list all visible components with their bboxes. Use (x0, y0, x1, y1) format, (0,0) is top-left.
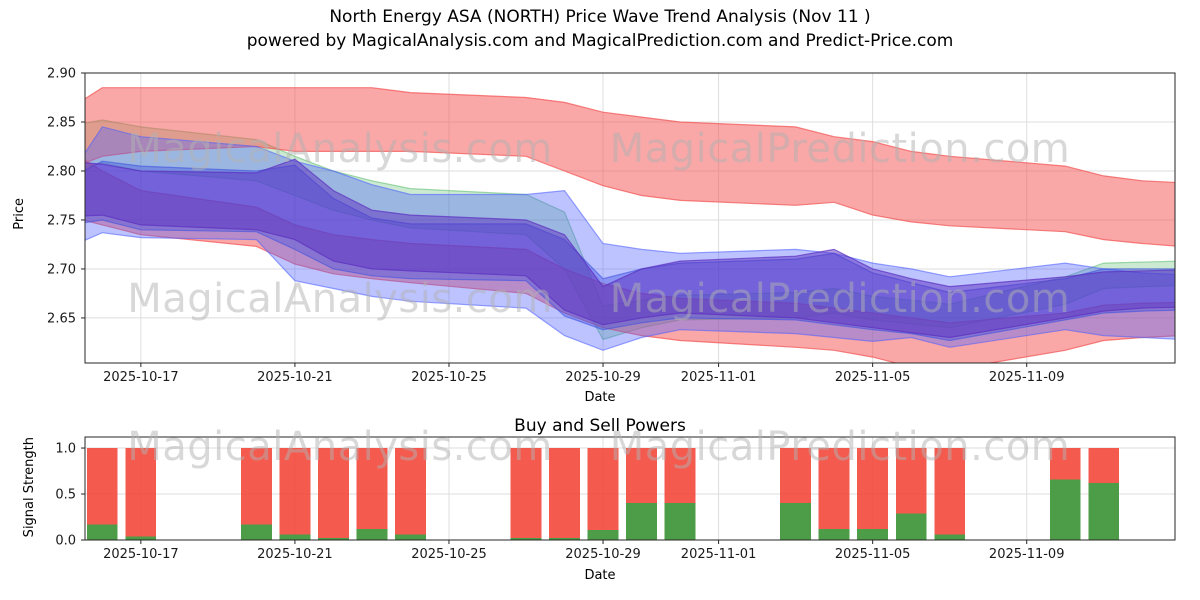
power-chart-canvas: 1.0 0.5 0.0 2025-10-17 2025-10-21 2025-10-25 2… (55, 436, 1176, 562)
price-ytick-label: 2.65 (47, 311, 76, 326)
page-subtitle: powered by MagicalAnalysis.com and Magic… (246, 31, 954, 51)
sell-power-bar (279, 448, 311, 540)
buy-power-bar (626, 503, 657, 540)
price-xtick-label: 2025-11-09 (989, 370, 1065, 385)
price-ytick-label: 2.70 (47, 262, 76, 277)
price-xaxis-label: Date (584, 390, 616, 405)
power-ytick-label: 1.0 (55, 442, 76, 457)
power-ytick-label: 0.5 (55, 488, 76, 503)
power-ytick-label: 0.0 (55, 534, 76, 549)
power-xtick-label: 2025-11-09 (989, 547, 1065, 562)
buy-power-bar (664, 503, 696, 540)
price-band-red-upper-wave (85, 87, 1175, 247)
buy-power-bar (356, 529, 388, 540)
buy-power-bar (780, 503, 811, 540)
buy-power-bar (510, 538, 542, 540)
buy-power-bar (1088, 483, 1120, 540)
price-xtick-label: 2025-10-25 (411, 370, 487, 385)
price-xtick-label: 2025-10-21 (257, 370, 333, 385)
buy-power-bar (318, 538, 349, 540)
buy-power-bar (86, 524, 118, 540)
price-ytick-label: 2.90 (47, 67, 76, 82)
price-band-purple-core-trend (85, 158, 1175, 339)
power-xtick-label: 2025-10-25 (411, 547, 487, 562)
buy-power-bar (241, 524, 272, 540)
power-xtick-label: 2025-11-05 (835, 547, 911, 562)
power-xtick-label: 2025-10-17 (103, 547, 179, 562)
buy-power-bar (395, 534, 426, 540)
sell-power-bar (857, 448, 888, 540)
sell-power-bar (125, 448, 157, 540)
sell-power-bar (395, 448, 426, 540)
buy-power-bar (934, 534, 966, 540)
power-chart-title: Buy and Sell Powers (514, 416, 686, 436)
power-xtick-label: 2025-10-21 (257, 547, 333, 562)
buy-power-bar (857, 529, 888, 540)
buy-power-bar (587, 529, 619, 540)
sell-power-bar (318, 448, 349, 540)
sell-power-bar (934, 448, 966, 540)
price-ytick-label: 2.80 (47, 164, 76, 179)
power-xtick-label: 2025-11-01 (681, 547, 757, 562)
buy-power-bar (895, 513, 927, 540)
price-chart-canvas: 2.90 2.85 2.80 2.75 2.70 2.65 2025-10-17 2025-1… (47, 67, 1176, 385)
power-xaxis-label: Date (584, 568, 616, 583)
price-xtick-label: 2025-11-05 (835, 370, 911, 385)
price-plot-frame (84, 72, 1176, 364)
power-plot-frame (84, 436, 1176, 541)
sell-power-bar (818, 448, 850, 540)
buy-power-bar (549, 538, 580, 540)
price-ytick-label: 2.85 (47, 115, 76, 130)
sell-power-bar (356, 448, 388, 540)
buy-power-bar (125, 536, 157, 540)
page-title: North Energy ASA (NORTH) Price Wave Tren… (329, 7, 871, 27)
sell-power-bar (549, 448, 580, 540)
price-ytick-label: 2.75 (47, 213, 76, 228)
sell-power-bar (510, 448, 542, 540)
price-xtick-label: 2025-11-01 (681, 370, 757, 385)
price-xtick-label: 2025-10-17 (103, 370, 179, 385)
power-xtick-label: 2025-10-29 (565, 547, 641, 562)
buy-power-bar (1049, 479, 1081, 540)
buy-power-bar (818, 529, 850, 540)
sell-power-bar (587, 448, 619, 540)
price-xtick-label: 2025-10-29 (565, 370, 641, 385)
buy-power-bar (279, 534, 311, 540)
